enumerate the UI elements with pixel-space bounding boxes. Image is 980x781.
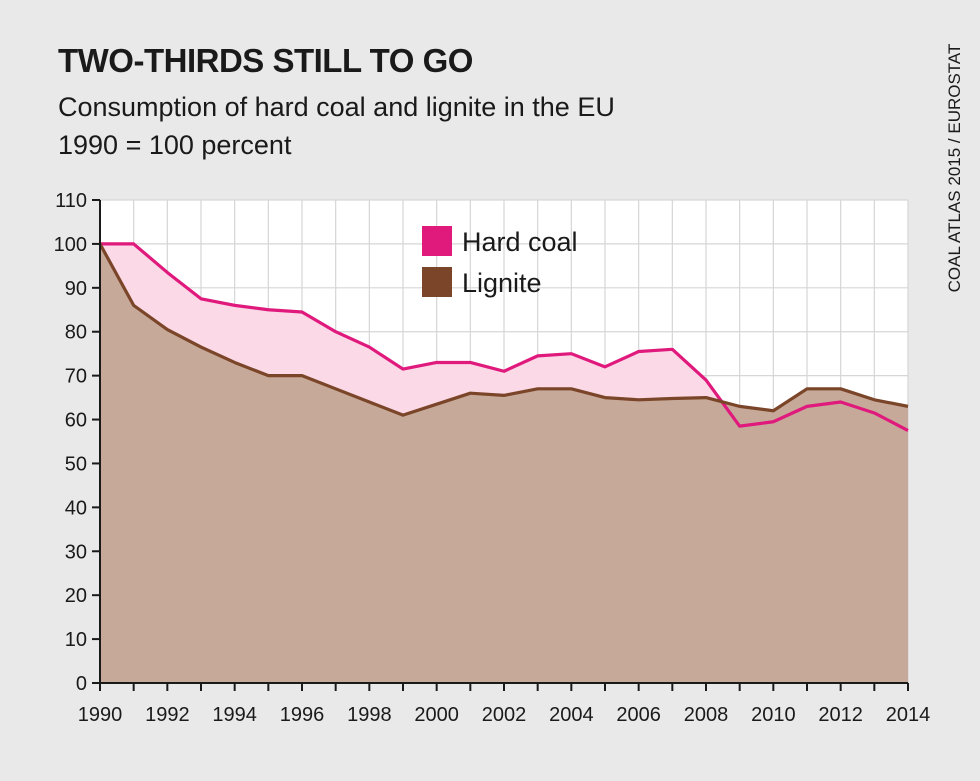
x-tick-label: 2002 [482,704,527,726]
x-tick-label: 2010 [751,704,796,726]
y-tick-label: 110 [55,190,87,212]
y-tick-label: 60 [65,410,87,432]
x-tick-label: 2006 [616,704,661,726]
subtitle-line-2: 1990 = 100 percent [58,130,292,160]
x-tick-label: 1994 [212,704,257,726]
x-tick-label: 1990 [78,704,123,726]
x-tick-label: 2014 [886,704,931,726]
subtitle-line-1: Consumption of hard coal and lignite in … [58,92,615,122]
y-tick-label: 50 [65,453,87,475]
y-tick-label: 100 [54,234,87,256]
legend-lignite-swatch [422,267,452,297]
y-tick-label: 30 [65,541,87,563]
x-tick-label: 2012 [818,704,863,726]
y-tick-label: 40 [65,497,87,519]
hard-coal-line [100,242,909,432]
legend-hard-coal-swatch [422,226,452,256]
chart-title: TWO-THIRDS STILL TO GO [58,42,473,79]
x-tick-label: 2008 [684,704,729,726]
legend-lignite-label: Lignite [462,268,542,298]
lignite-line [98,243,909,417]
x-tick-label: 2004 [549,704,594,726]
x-tick-label: 1996 [280,704,325,726]
legend-hard-coal-label: Hard coal [462,227,578,257]
y-tick-label: 10 [65,629,87,651]
y-tick-label: 0 [76,673,87,695]
y-tick-label: 80 [65,322,87,344]
y-tick-label: 70 [65,366,87,388]
y-tick-label: 90 [65,278,87,300]
chart-subtitle: Consumption of hard coal and lignite in … [58,88,615,164]
x-tick-label: 1992 [145,704,190,726]
hard-coal-area [100,243,908,431]
x-tick-label: 2000 [414,704,459,726]
lignite-area [100,243,908,683]
y-tick-label: 20 [65,585,87,607]
x-tick-label: 1998 [347,704,392,726]
